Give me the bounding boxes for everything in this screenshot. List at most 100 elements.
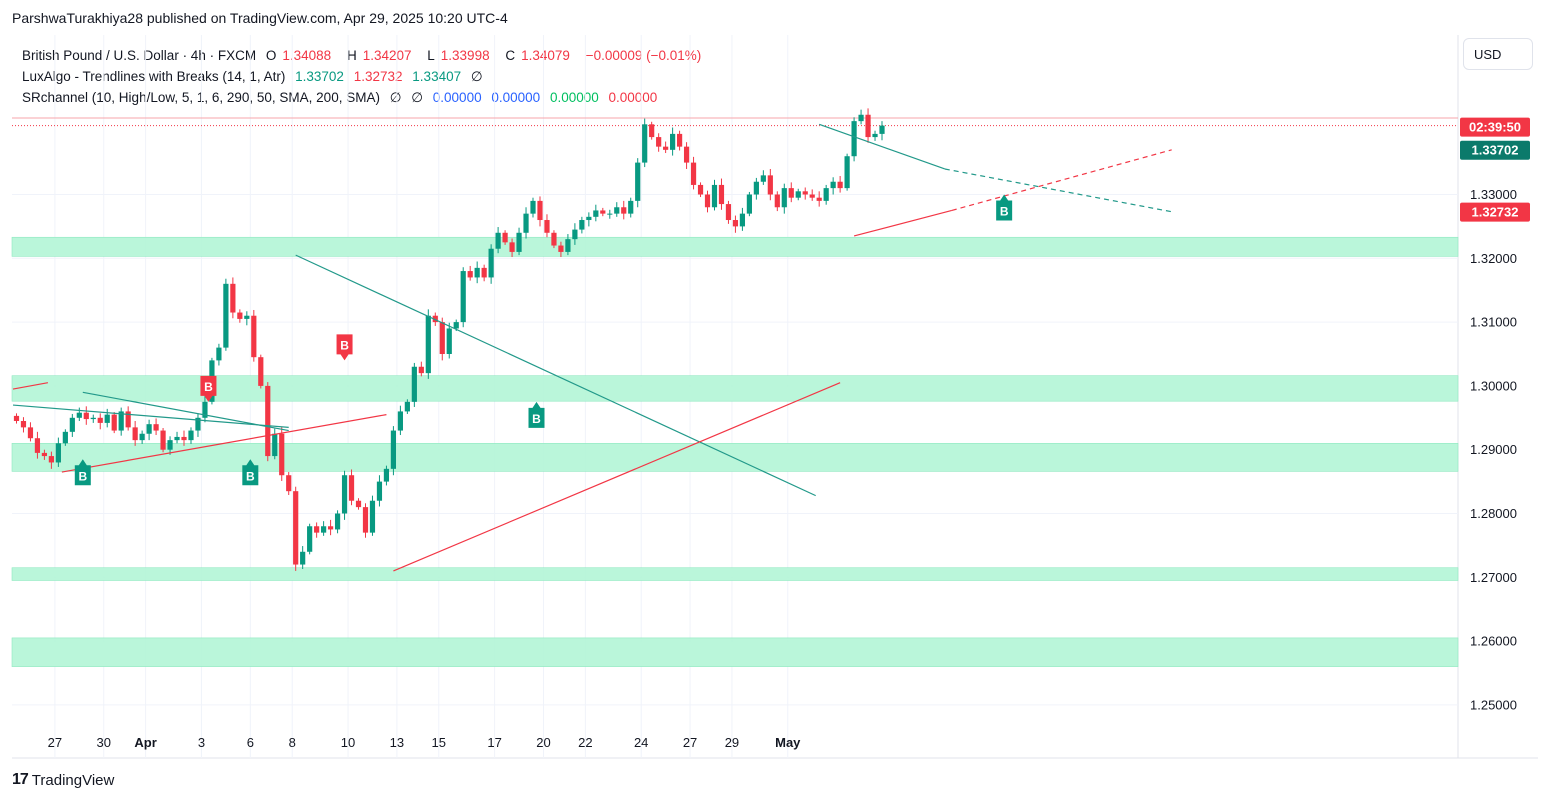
- resistance-trendline: [12, 404, 289, 428]
- srchannel-value-3: 0.00000: [549, 90, 599, 105]
- currency-button[interactable]: USD: [1463, 38, 1533, 70]
- candle-body: [586, 216, 592, 221]
- candle-body: [823, 188, 829, 201]
- tradingview-logo-icon: 17: [12, 771, 29, 788]
- candle-body: [272, 433, 278, 457]
- srchannel-empty-1: ∅: [389, 90, 402, 105]
- candle-body: [69, 417, 75, 432]
- candle-body: [670, 133, 676, 150]
- y-tick-label: 1.30000: [1470, 378, 1517, 393]
- support-trendline: [951, 149, 1172, 212]
- candle-body: [746, 194, 752, 214]
- high-label: H: [346, 48, 357, 63]
- x-tick-label: 24: [634, 735, 648, 750]
- candle-body: [432, 315, 438, 323]
- candle-body: [774, 194, 780, 208]
- candle-body: [202, 401, 208, 418]
- symbol-name[interactable]: British Pound / U.S. Dollar · 4h · FXCM: [22, 48, 257, 63]
- candle-body: [118, 411, 124, 431]
- break-label: B: [528, 401, 545, 428]
- luxalgo-value-2: 1.32732: [353, 69, 403, 84]
- y-tick-label: 1.31000: [1470, 315, 1517, 330]
- tradingview-footer[interactable]: 17 TradingView: [12, 771, 114, 789]
- close-label: C: [505, 48, 516, 63]
- indicator-name-luxalgo[interactable]: LuxAlgo - Trendlines with Breaks (14, 1,…: [22, 69, 286, 84]
- break-label: B: [74, 459, 91, 486]
- break-label-text: B: [532, 412, 541, 426]
- candle-body: [844, 156, 850, 189]
- candles: [13, 108, 885, 571]
- candle-body: [718, 184, 725, 205]
- x-tick-label: 6: [247, 735, 254, 750]
- candle-body: [327, 526, 334, 530]
- break-label-text: B: [340, 338, 349, 352]
- sr-zone: [11, 567, 1459, 581]
- x-tick-label: 30: [97, 735, 111, 750]
- candle-body: [425, 315, 431, 374]
- candle-body: [167, 440, 173, 450]
- chart-legend: British Pound / U.S. Dollar · 4h · FXCM …: [22, 45, 707, 108]
- srchannel-value-1: 0.00000: [432, 90, 482, 105]
- legend-symbol-row[interactable]: British Pound / U.S. Dollar · 4h · FXCM …: [22, 45, 707, 66]
- candle-body: [537, 200, 543, 221]
- legend-indicator-luxalgo[interactable]: LuxAlgo - Trendlines with Breaks (14, 1,…: [22, 66, 707, 87]
- candle-body: [872, 133, 878, 138]
- y-tick-label: 1.32000: [1470, 251, 1517, 266]
- candle-body: [369, 500, 376, 533]
- break-label-text: B: [78, 469, 87, 483]
- change-value: −0.00009 (−0.01%): [585, 48, 702, 63]
- x-tick-label: 27: [48, 735, 62, 750]
- candle-body: [628, 200, 634, 214]
- support-trendline: [393, 382, 841, 572]
- low-label: L: [427, 48, 435, 63]
- indicator-name-srchannel[interactable]: SRchannel (10, High/Low, 5, 1, 6, 290, 5…: [22, 90, 380, 105]
- candle-body: [725, 204, 732, 221]
- time-axis[interactable]: 27 30 Apr 3 6 8 10 13 15 17 20 22 24 27 29 May: [48, 735, 802, 750]
- candle-body: [111, 414, 117, 431]
- candle-body: [558, 245, 564, 252]
- candle-body: [334, 513, 341, 530]
- candle-body: [348, 475, 355, 501]
- low-value: 1.33998: [440, 48, 490, 63]
- candle-body: [125, 411, 131, 428]
- break-label-badge: [242, 459, 259, 486]
- candle-body: [188, 430, 194, 441]
- price-axis[interactable]: 1.33000 1.32000 1.31000 1.30000 1.29000 1.280…: [1470, 187, 1517, 712]
- candle-body: [579, 220, 585, 230]
- luxalgo-value-1: 1.33702: [295, 69, 344, 84]
- candle-body: [195, 417, 201, 431]
- candle-body: [781, 188, 787, 208]
- x-tick-label: 20: [536, 735, 550, 750]
- candle-body: [551, 232, 557, 246]
- break-label-badge: [528, 401, 545, 428]
- candle-body: [614, 207, 620, 214]
- sr-zone: [11, 443, 1459, 472]
- candle-body: [530, 200, 536, 214]
- candle-body: [649, 124, 655, 138]
- sr-zone: [11, 236, 1459, 257]
- break-label: B: [336, 334, 353, 361]
- candle-body: [230, 283, 236, 313]
- candle-body: [376, 481, 383, 501]
- candle-body: [523, 213, 529, 233]
- x-tick-label: 15: [432, 735, 446, 750]
- candle-body: [139, 433, 145, 441]
- candle-body: [153, 424, 159, 431]
- break-label-text: B: [246, 469, 255, 483]
- candle-body: [488, 248, 494, 278]
- candle-body: [837, 181, 843, 189]
- candle-body: [41, 452, 48, 457]
- candle-body: [851, 121, 857, 157]
- candle-body: [767, 175, 773, 195]
- candle-body: [795, 191, 801, 198]
- luxalgo-value-3: 1.33407: [412, 69, 462, 84]
- candle-body: [383, 468, 390, 482]
- legend-indicator-srchannel[interactable]: SRchannel (10, High/Low, 5, 1, 6, 290, 5…: [22, 87, 707, 108]
- candle-body: [704, 194, 711, 208]
- y-tick-label: 1.29000: [1470, 442, 1517, 457]
- x-tick-label: 8: [289, 735, 296, 750]
- candle-body: [593, 210, 599, 217]
- candle-body: [711, 184, 718, 208]
- candle-body: [683, 146, 690, 163]
